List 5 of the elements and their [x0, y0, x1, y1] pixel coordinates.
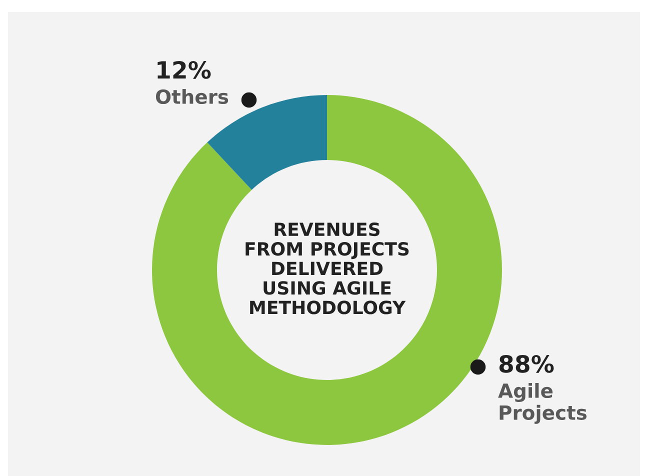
- slice-label: Agile Projects: [498, 383, 587, 424]
- data-label: 88%: [499, 354, 554, 373]
- text: REVENUES FROM PROJECTS DELIVERED USING AGILE METHODOLOGY: [246, 222, 409, 314]
- data-label: 12%: [158, 60, 211, 79]
- slice-label: Others: [156, 89, 228, 104]
